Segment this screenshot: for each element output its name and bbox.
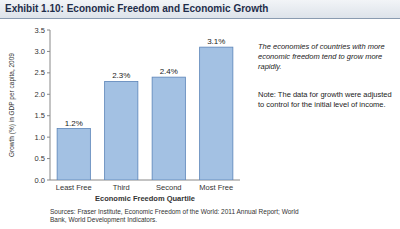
y-tick-label: 1.5 — [35, 111, 45, 120]
chart: 0.0 0.5 1.0 1.5 2.0 2.5 3.0 3.5 1.2% Least Free 2.… — [0, 0, 400, 229]
bar — [152, 77, 185, 180]
y-axis — [50, 30, 51, 180]
note: Note: The data for growth were adjusted … — [258, 90, 396, 110]
data-label: 1.2% — [65, 119, 83, 128]
y-tick-label: 0.5 — [35, 154, 45, 163]
title: Exhibit 1.10: Economic Freedom and Econo… — [5, 3, 268, 14]
y-tick-label: 3.5 — [35, 26, 45, 35]
x-tick-label: Second — [156, 183, 181, 192]
y-tick-label: 3.0 — [35, 47, 45, 56]
x-tick-label: Most Free — [199, 183, 233, 192]
bar — [105, 81, 138, 180]
data-label: 2.3% — [112, 71, 130, 80]
bar — [200, 47, 233, 180]
y-tick-label: 2.5 — [35, 68, 45, 77]
data-label: 2.4% — [160, 67, 178, 76]
y-tick-label: 0.0 — [35, 176, 45, 185]
annotation: The economies of countries with more eco… — [258, 42, 396, 71]
y-tick-label: 2.0 — [35, 90, 45, 99]
x-tick-label: Third — [113, 183, 130, 192]
y-tick-label: 1.0 — [35, 133, 45, 142]
x-axis-label: Economic Freedom Quartile — [95, 194, 195, 203]
data-label: 3.1% — [207, 37, 225, 46]
x-tick-label: Least Free — [56, 183, 92, 192]
source: Sources: Fraser Institute, Economic Free… — [50, 208, 300, 224]
bars — [57, 47, 233, 180]
bar — [57, 129, 90, 180]
y-axis-label: Growth (%) in GDP per capita, 2009 — [8, 53, 16, 157]
